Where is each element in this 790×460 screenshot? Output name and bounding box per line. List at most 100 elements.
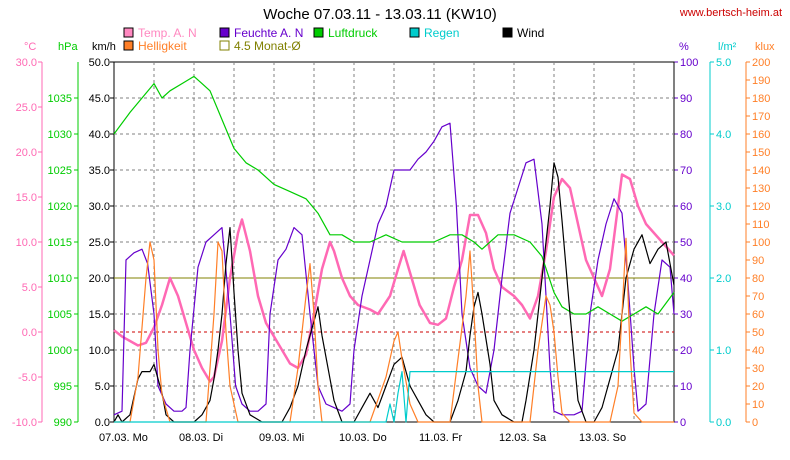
series-line-wind xyxy=(113,162,675,423)
light-tick-label: 10 xyxy=(752,399,764,411)
temp-tick-label: 0.0 xyxy=(22,327,37,339)
light-tick-label: 30 xyxy=(752,363,764,375)
press-tick-label: 1000 xyxy=(48,345,72,357)
rain-tick-label: 5.0 xyxy=(716,57,731,69)
press-tick-label: 1010 xyxy=(48,273,72,285)
light-tick-label: 150 xyxy=(752,147,770,159)
press-tick-label: 1035 xyxy=(48,93,72,105)
series-line-regen xyxy=(114,371,674,423)
hum-axis-unit: % xyxy=(679,41,689,53)
rain-axis-unit: l/m² xyxy=(718,41,737,53)
wind-tick-label: 50.0 xyxy=(89,57,110,69)
wind-tick-label: 20.0 xyxy=(89,273,110,285)
temp-tick-label: 25.0 xyxy=(16,102,37,114)
rain-tick-label: 0.0 xyxy=(716,417,731,429)
light-tick-label: 50 xyxy=(752,327,764,339)
hum-tick-label: 50 xyxy=(680,237,692,249)
x-tick-label: 11.03. Fr xyxy=(419,432,463,444)
rain-tick-label: 3.0 xyxy=(716,201,731,213)
light-tick-label: 60 xyxy=(752,309,764,321)
x-tick-label: 12.03. Sa xyxy=(499,432,547,444)
chart-title: Woche 07.03.11 - 13.03.11 (KW10) xyxy=(263,6,496,23)
temp-tick-label: 20.0 xyxy=(16,147,37,159)
legend-label: 4.5 Monat-Ø xyxy=(234,39,301,53)
rain-tick-label: 4.0 xyxy=(716,129,731,141)
press-tick-label: 1005 xyxy=(48,309,72,321)
press-tick-label: 1025 xyxy=(48,165,72,177)
hum-tick-label: 70 xyxy=(680,165,692,177)
legend-label: Regen xyxy=(424,26,459,40)
light-tick-label: 90 xyxy=(752,255,764,267)
legend-label: Helligkeit xyxy=(138,39,187,53)
wind-tick-label: 30.0 xyxy=(89,201,110,213)
light-tick-label: 70 xyxy=(752,291,764,303)
hum-tick-label: 0 xyxy=(680,417,686,429)
x-tick-label: 10.03. Do xyxy=(339,432,387,444)
legend-label: Wind xyxy=(517,26,544,40)
axes: °C -10.0 -5.0 0.0 5.0 10.0 15.0 20.0 25.0 30.0 hPa… xyxy=(12,41,775,444)
series-line-luftdruck xyxy=(113,75,675,322)
light-axis-unit: klux xyxy=(755,41,775,53)
x-tick-label: 08.03. Di xyxy=(179,432,223,444)
press-axis-unit: hPa xyxy=(58,41,78,53)
legend: Temp. A. N Feuchte A. N Luftdruck Regen Wind… xyxy=(123,26,544,53)
hum-tick-label: 30 xyxy=(680,309,692,321)
press-tick-label: 995 xyxy=(54,381,72,393)
light-tick-label: 200 xyxy=(752,57,770,69)
wind-tick-label: 25.0 xyxy=(89,237,110,249)
temp-axis-unit: °C xyxy=(24,41,36,53)
wind-tick-label: 10.0 xyxy=(89,345,110,357)
light-tick-label: 180 xyxy=(752,93,770,105)
light-tick-label: 160 xyxy=(752,129,770,141)
hum-tick-label: 90 xyxy=(680,93,692,105)
legend-label: Feuchte A. N xyxy=(234,26,303,40)
light-tick-label: 190 xyxy=(752,75,770,87)
wind-tick-label: 5.0 xyxy=(95,381,110,393)
wind-tick-label: 0.0 xyxy=(95,417,110,429)
x-tick-label: 07.03. Mo xyxy=(99,432,148,444)
light-tick-label: 130 xyxy=(752,183,770,195)
temp-tick-label: 5.0 xyxy=(22,282,37,294)
light-tick-label: 0 xyxy=(752,417,758,429)
hum-tick-label: 60 xyxy=(680,201,692,213)
legend-swatch xyxy=(219,40,230,51)
press-tick-label: 990 xyxy=(54,417,72,429)
light-tick-label: 80 xyxy=(752,273,764,285)
temp-tick-label: 10.0 xyxy=(16,237,37,249)
temp-tick-label: -10.0 xyxy=(12,417,37,429)
legend-swatch xyxy=(313,27,324,38)
rain-tick-label: 1.0 xyxy=(716,345,731,357)
legend-swatch xyxy=(123,40,134,51)
press-tick-label: 1015 xyxy=(48,237,72,249)
series-line-feuchte-a-n xyxy=(113,122,675,416)
series-group xyxy=(113,75,675,423)
wind-tick-label: 15.0 xyxy=(89,309,110,321)
hum-tick-label: 40 xyxy=(680,273,692,285)
light-tick-label: 20 xyxy=(752,381,764,393)
legend-label: Temp. A. N xyxy=(138,26,197,40)
wind-tick-label: 45.0 xyxy=(89,93,110,105)
light-tick-label: 100 xyxy=(752,237,770,249)
hum-tick-label: 80 xyxy=(680,129,692,141)
light-tick-label: 120 xyxy=(752,201,770,213)
temp-tick-label: -5.0 xyxy=(18,372,37,384)
legend-swatch xyxy=(123,27,134,38)
light-tick-label: 140 xyxy=(752,165,770,177)
legend-swatch xyxy=(219,27,230,38)
hum-tick-label: 20 xyxy=(680,345,692,357)
wind-axis-unit: km/h xyxy=(92,41,116,53)
wind-tick-label: 40.0 xyxy=(89,129,110,141)
legend-swatch xyxy=(502,27,513,38)
hum-tick-label: 100 xyxy=(680,57,698,69)
rain-tick-label: 2.0 xyxy=(716,273,731,285)
light-tick-label: 110 xyxy=(752,219,770,231)
press-tick-label: 1030 xyxy=(48,129,72,141)
temp-tick-label: 30.0 xyxy=(16,57,37,69)
x-tick-label: 13.03. So xyxy=(579,432,626,444)
legend-label: Luftdruck xyxy=(328,26,378,40)
x-tick-label: 09.03. Mi xyxy=(259,432,304,444)
wind-tick-label: 35.0 xyxy=(89,165,110,177)
light-tick-label: 40 xyxy=(752,345,764,357)
